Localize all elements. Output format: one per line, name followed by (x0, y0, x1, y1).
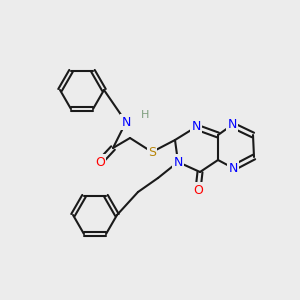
Text: N: N (227, 118, 237, 131)
Text: O: O (95, 155, 105, 169)
Text: H: H (141, 110, 149, 120)
Text: N: N (121, 116, 131, 128)
Text: O: O (193, 184, 203, 196)
Text: N: N (191, 121, 201, 134)
Text: S: S (148, 146, 156, 158)
Text: N: N (173, 155, 183, 169)
Text: N: N (228, 161, 238, 175)
